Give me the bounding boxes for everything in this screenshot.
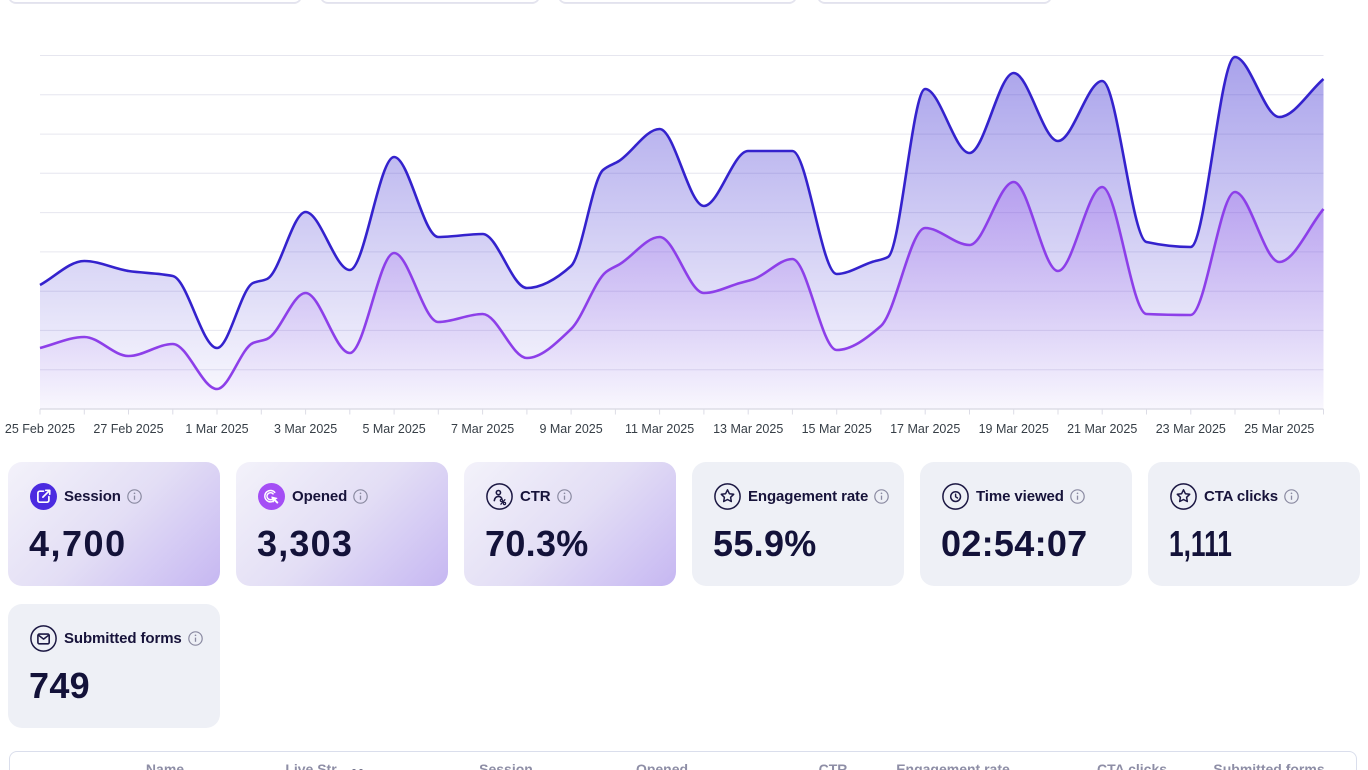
- svg-text:23 Mar 2025: 23 Mar 2025: [1156, 422, 1226, 436]
- svg-text:17 Mar 2025: 17 Mar 2025: [890, 422, 960, 436]
- svg-text:21 Mar 2025: 21 Mar 2025: [1067, 422, 1137, 436]
- svg-text:13 Mar 2025: 13 Mar 2025: [713, 422, 783, 436]
- svg-text:25 Mar 2025: 25 Mar 2025: [1244, 422, 1314, 436]
- svg-text:15 Mar 2025: 15 Mar 2025: [802, 422, 872, 436]
- svg-text:5 Mar 2025: 5 Mar 2025: [362, 422, 425, 436]
- svg-text:25 Feb 2025: 25 Feb 2025: [5, 422, 75, 436]
- svg-text:7 Mar 2025: 7 Mar 2025: [451, 422, 514, 436]
- svg-text:1 Mar 2025: 1 Mar 2025: [185, 422, 248, 436]
- svg-text:3 Mar 2025: 3 Mar 2025: [274, 422, 337, 436]
- svg-text:11 Mar 2025: 11 Mar 2025: [625, 422, 694, 436]
- svg-text:27 Feb 2025: 27 Feb 2025: [93, 422, 163, 436]
- svg-text:9 Mar 2025: 9 Mar 2025: [539, 422, 602, 436]
- svg-text:19 Mar 2025: 19 Mar 2025: [979, 422, 1049, 436]
